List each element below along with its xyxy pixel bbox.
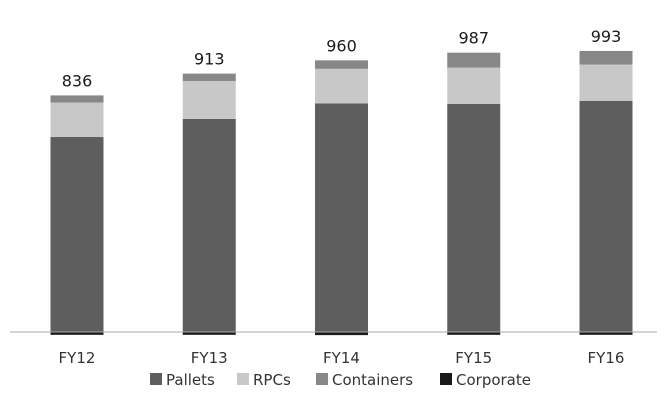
legend-swatch-containers	[316, 373, 328, 385]
bar-pallets-fy15	[447, 103, 501, 332]
bar-containers-fy16	[579, 50, 633, 65]
bar-containers-fy13	[182, 73, 236, 81]
legend-swatch-pallets	[150, 373, 162, 385]
bar-rpcs-fy13	[182, 80, 236, 119]
total-label-fy14: 960	[326, 36, 357, 55]
x-tick-label-fy14: FY14	[323, 349, 360, 367]
total-label-fy15: 987	[458, 29, 489, 48]
bar-containers-fy12	[50, 95, 104, 103]
x-tick-label-fy12: FY12	[59, 349, 96, 367]
x-tick-label-fy16: FY16	[588, 349, 625, 367]
bar-pallets-fy12	[50, 137, 104, 332]
bar-corporate-fy15	[447, 332, 501, 335]
bar-pallets-fy14	[315, 103, 368, 332]
bar-rpcs-fy14	[315, 68, 368, 104]
bar-rpcs-fy16	[579, 64, 633, 101]
bar-pallets-fy13	[182, 118, 236, 332]
bar-pallets-fy16	[579, 100, 633, 332]
legend-swatch-corporate	[440, 373, 452, 385]
bar-corporate-fy16	[579, 332, 633, 335]
x-tick-label-fy15: FY15	[455, 349, 492, 367]
bar-containers-fy15	[447, 52, 501, 68]
total-label-fy16: 993	[591, 27, 622, 46]
total-label-fy12: 836	[62, 71, 93, 90]
x-tick-label-fy13: FY13	[191, 349, 228, 367]
legend-label-pallets: Pallets	[166, 371, 215, 389]
legend-swatch-rpcs	[237, 373, 249, 385]
bar-corporate-fy14	[315, 332, 368, 336]
total-label-fy13: 913	[194, 50, 225, 69]
legend-label-containers: Containers	[332, 371, 413, 389]
legend-label-corporate: Corporate	[456, 371, 531, 389]
bar-containers-fy14	[315, 60, 368, 69]
bar-rpcs-fy15	[447, 67, 501, 104]
bar-corporate-fy13	[182, 332, 236, 335]
legend-label-rpcs: RPCs	[253, 371, 291, 389]
bar-rpcs-fy12	[50, 102, 104, 138]
bar-corporate-fy12	[50, 332, 104, 335]
